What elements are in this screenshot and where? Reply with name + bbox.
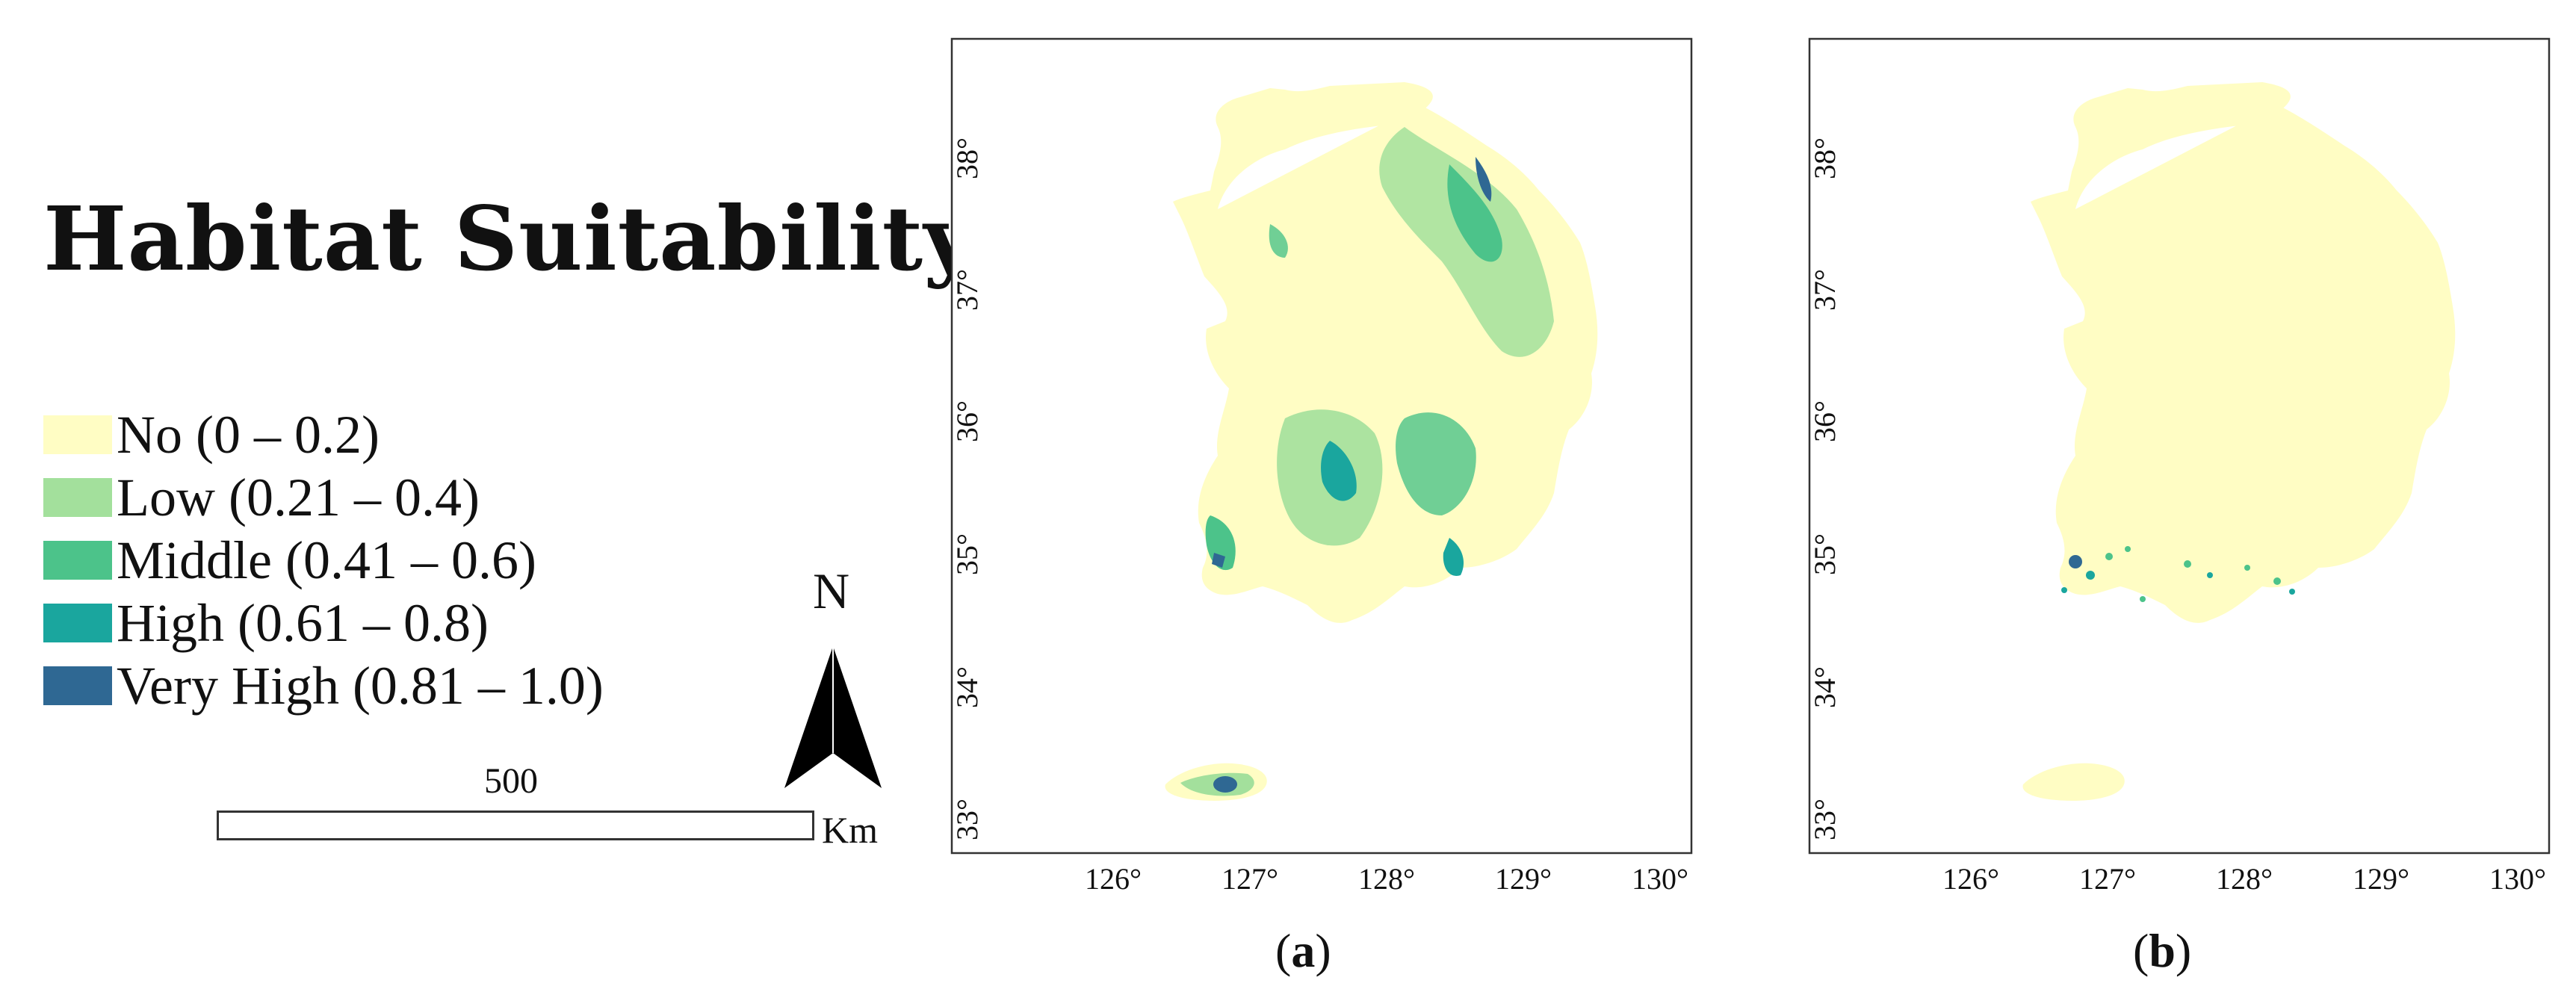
legend-swatch-high [43,604,112,642]
lat-tick: 33° [950,799,984,840]
lon-tick: 128° [2216,862,2273,896]
lon-tick: 126° [1085,862,1142,896]
legend-swatch-very-high [43,666,112,705]
legend-list: No (0 – 0.2) Low (0.21 – 0.4) Middle (0.… [43,403,604,717]
scale-bar-unit: Km [822,809,878,851]
north-label: N [813,562,850,619]
legend-item-high: High (0.61 – 0.8) [43,592,604,654]
legend-label-very-high: Very High (0.81 – 1.0) [117,655,604,716]
legend-item-low: Low (0.21 – 0.4) [43,466,604,529]
legend-item-middle: Middle (0.41 – 0.6) [43,529,604,592]
legend-label-no: No (0 – 0.2) [117,404,380,465]
lon-tick: 127° [2079,862,2136,896]
lat-tick: 37° [950,269,984,311]
lat-tick: 35° [950,533,984,575]
lon-tick: 129° [1495,862,1552,896]
map-panel-b: 33° 34° 35° 36° 37° 38° 126° 127° 128° 1… [1806,0,2564,994]
legend-swatch-middle [43,541,112,580]
lon-tick: 127° [1222,862,1278,896]
lat-tick: 38° [950,137,984,179]
lat-tick: 34° [1808,666,1842,708]
lon-tick: 129° [2353,862,2409,896]
north-arrow-icon [784,646,882,788]
lat-tick: 34° [950,666,984,708]
map-panel-a: 33° 34° 35° 36° 37° 38° 126° 127° 128° 1… [949,0,1706,994]
scale-bar [217,811,814,840]
lat-tick: 35° [1808,533,1842,575]
legend-item-very-high: Very High (0.81 – 1.0) [43,654,604,717]
lat-tick: 36° [950,400,984,442]
lat-tick: 33° [1808,799,1842,840]
lat-tick: 38° [1808,137,1842,179]
legend-label-middle: Middle (0.41 – 0.6) [117,530,536,590]
legend-title: Habitat Suitability [43,187,976,291]
lat-tick: 36° [1808,400,1842,442]
scale-bar-value: 500 [484,761,538,801]
legend-item-no: No (0 – 0.2) [43,403,604,466]
lon-tick: 128° [1358,862,1415,896]
legend-swatch-no [43,415,112,454]
caption-b: (b) [2133,924,2192,977]
legend-label-low: Low (0.21 – 0.4) [117,467,480,527]
lat-tick: 37° [1808,269,1842,311]
map-b: 33° 34° 35° 36° 37° 38° 126° 127° 128° 1… [1808,37,2551,896]
lon-tick: 130° [2489,862,2546,896]
map-a: 33° 34° 35° 36° 37° 38° 126° 127° 128° 1… [950,37,1693,896]
legend-label-high: High (0.61 – 0.8) [117,592,489,653]
caption-a: (a) [1275,924,1331,977]
lon-tick: 126° [1942,862,1999,896]
legend-swatch-low [43,478,112,517]
lon-tick: 130° [1632,862,1688,896]
